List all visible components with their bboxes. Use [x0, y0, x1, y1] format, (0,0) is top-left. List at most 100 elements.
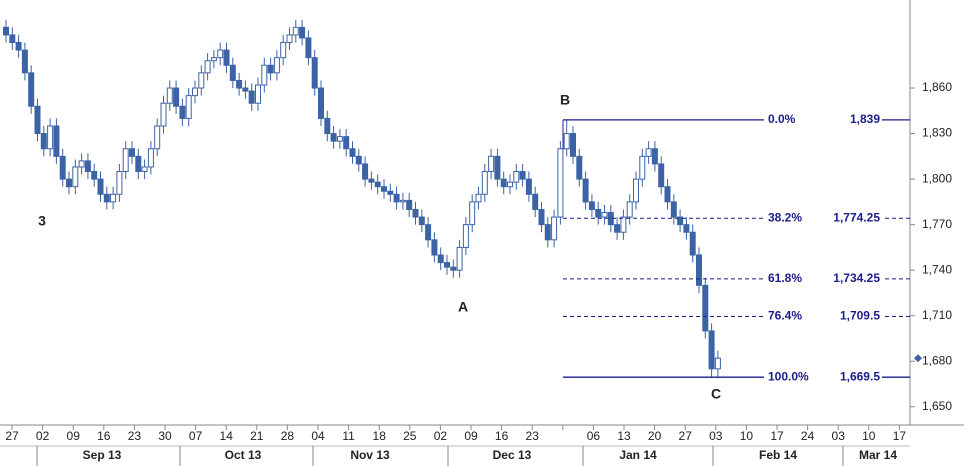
candle-body — [595, 208, 602, 218]
candle-body — [28, 72, 35, 107]
candle-body — [255, 84, 261, 104]
x-tick-label: 03 — [832, 429, 846, 443]
candle-body — [336, 136, 343, 142]
x-tick-label: 14 — [220, 429, 234, 443]
candle-body — [160, 102, 167, 127]
candle-body — [519, 171, 526, 180]
candle-body — [418, 216, 425, 226]
candle-body — [97, 178, 104, 195]
candle-body — [639, 155, 646, 180]
candle-body — [273, 57, 280, 74]
candle-body — [412, 208, 419, 218]
fib-label-bg — [764, 112, 882, 127]
candle-body — [91, 171, 98, 180]
candle-body — [242, 87, 249, 92]
candle-body — [532, 193, 539, 210]
candle-body — [437, 254, 444, 264]
x-tick-label: 09 — [464, 429, 478, 443]
x-tick-label: 02 — [36, 429, 50, 443]
candle-body — [702, 284, 709, 332]
x-tick-label: 02 — [434, 429, 448, 443]
candle-body — [645, 148, 652, 157]
candle-body — [173, 87, 180, 107]
x-tick-label: 11 — [342, 429, 355, 443]
x-tick-label: 10 — [862, 429, 876, 443]
fib-label: 61.8% — [768, 271, 802, 285]
candle-body — [538, 208, 545, 226]
candle-body — [588, 201, 595, 210]
candle-body — [129, 148, 135, 157]
y-tick-label: 1,710 — [922, 308, 952, 322]
candle-body — [330, 133, 337, 142]
candle-body — [154, 125, 161, 150]
candle-body — [544, 224, 551, 241]
point-label: 3 — [38, 213, 46, 229]
candle-body — [324, 117, 331, 135]
candle-body — [299, 26, 306, 39]
last-price-marker — [914, 354, 922, 363]
candle-body — [614, 224, 621, 233]
candle-body — [217, 49, 224, 59]
fib-label-bg — [764, 271, 882, 286]
candle-body — [683, 224, 690, 233]
x-tick-label: 10 — [740, 429, 754, 443]
candle-body — [3, 26, 9, 36]
candle-body — [53, 125, 60, 157]
candle-body — [147, 148, 154, 168]
candle-body — [66, 178, 72, 188]
candle-body — [267, 64, 274, 74]
fib-label: 38.2% — [768, 210, 802, 224]
y-tick-label: 1,770 — [922, 217, 952, 231]
x-tick-label: 04 — [311, 429, 325, 443]
candle-body — [563, 133, 570, 150]
candle-body — [507, 181, 513, 188]
candle-body — [513, 171, 520, 183]
y-tick-label: 1,680 — [922, 353, 952, 367]
candle-body — [362, 163, 369, 180]
fib-label: 100.0% — [768, 369, 809, 383]
candle-body — [72, 166, 79, 188]
candle-body — [381, 186, 387, 192]
x-tick-label: 13 — [617, 429, 631, 443]
candle-body — [185, 95, 192, 119]
candle-body — [166, 87, 173, 104]
candle-body — [626, 201, 633, 218]
candle-body — [570, 133, 576, 157]
candle-body — [677, 216, 684, 226]
candle-body — [135, 155, 142, 173]
candle-body — [481, 171, 488, 195]
candle-body — [59, 155, 66, 180]
x-tick-label: 03 — [709, 429, 723, 443]
candle-body — [658, 163, 665, 188]
x-tick-label: 28 — [281, 429, 295, 443]
candle-body — [311, 57, 318, 89]
candle-body — [349, 148, 356, 157]
fib-label-bg — [764, 370, 882, 385]
candle-body — [305, 37, 312, 59]
candle-body — [198, 72, 205, 89]
candle-body — [343, 136, 350, 150]
x-tick-label: 23 — [128, 429, 142, 443]
fib-value: 1,669.5 — [840, 369, 880, 383]
x-tick-label: 21 — [250, 429, 264, 443]
candle-body — [223, 49, 230, 66]
y-tick-label: 1,860 — [922, 80, 952, 94]
x-tick-label: 07 — [189, 429, 203, 443]
candle-body — [110, 193, 117, 203]
x-tick-label: 17 — [893, 429, 907, 443]
candle-body — [192, 87, 198, 97]
candle-body — [122, 148, 129, 173]
candle-body — [393, 193, 400, 203]
candle-body — [179, 105, 186, 119]
fib-label: 0.0% — [768, 112, 796, 126]
candle-body — [116, 171, 123, 195]
month-label: Nov 13 — [350, 448, 390, 462]
candle-body — [696, 254, 702, 286]
x-tick-label: 23 — [526, 429, 540, 443]
x-tick-label: 20 — [648, 429, 662, 443]
candle-body — [399, 199, 406, 203]
x-tick-label: 27 — [5, 429, 19, 443]
fib-label: 76.4% — [768, 309, 802, 323]
fib-value: 1,774.25 — [833, 210, 880, 224]
month-label: Sep 13 — [83, 448, 122, 462]
